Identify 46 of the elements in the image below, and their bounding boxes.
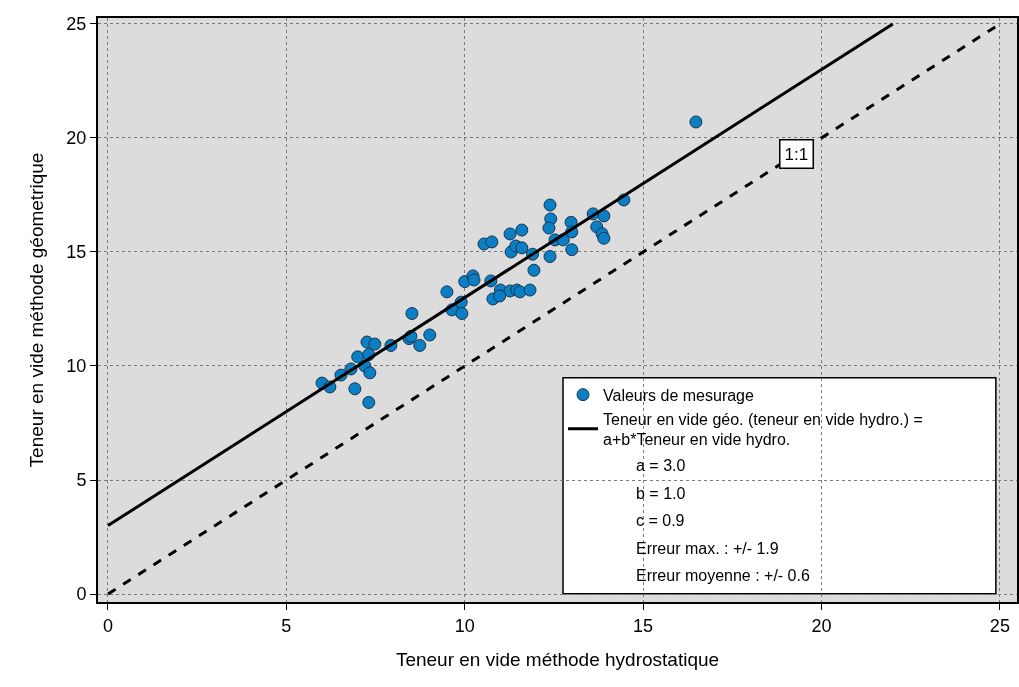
point [597, 231, 611, 245]
annotation: Erreur max. : +/- 1.9 [636, 540, 779, 557]
point [440, 285, 454, 299]
point [597, 209, 611, 223]
point [368, 337, 382, 351]
legend-label: Teneur en vide géo. (teneur en vide hydro.) = a+b*Teneur en vide hydro. [603, 410, 923, 449]
x-tick-label: 10 [454, 615, 475, 636]
y-tick-label: 5 [76, 470, 87, 491]
point [413, 338, 427, 352]
point [523, 283, 537, 297]
x-tick-label: 5 [281, 615, 292, 636]
x-tick-label: 15 [633, 615, 654, 636]
point [493, 289, 507, 303]
annotation: Erreur moyenne : +/- 0.6 [636, 567, 810, 584]
point [362, 395, 376, 409]
point [485, 235, 499, 249]
annotation: 1:1 [784, 144, 809, 164]
point [543, 198, 557, 212]
point [515, 241, 529, 255]
point [423, 328, 437, 342]
point [542, 221, 556, 235]
y-tick-label: 0 [76, 584, 87, 605]
point [689, 115, 703, 129]
annotation: a = 3.0 [636, 457, 686, 474]
point [467, 273, 481, 287]
point [515, 223, 529, 237]
y-tick-label: 10 [66, 356, 87, 377]
annotation: b = 1.0 [636, 485, 686, 502]
x-tick-label: 20 [811, 615, 832, 636]
point [348, 382, 362, 396]
y-tick-label: 25 [66, 14, 87, 35]
x-tick-label: 0 [102, 615, 113, 636]
y-tick-label: 15 [66, 242, 87, 263]
point [455, 307, 469, 321]
point [363, 366, 377, 380]
point [503, 227, 517, 241]
x-axis-title: Teneur en vide méthode hydrostatique [395, 648, 720, 670]
point [565, 243, 579, 257]
annotation: c = 0.9 [636, 512, 685, 529]
y-axis-title: Teneur en vide méthode géometrique [25, 152, 47, 468]
y-tick-label: 20 [66, 128, 87, 149]
point [543, 250, 557, 264]
x-tick-label: 25 [989, 615, 1010, 636]
legend-label: Valeurs de mesurage [603, 386, 755, 404]
point [405, 307, 419, 321]
point [527, 263, 541, 277]
